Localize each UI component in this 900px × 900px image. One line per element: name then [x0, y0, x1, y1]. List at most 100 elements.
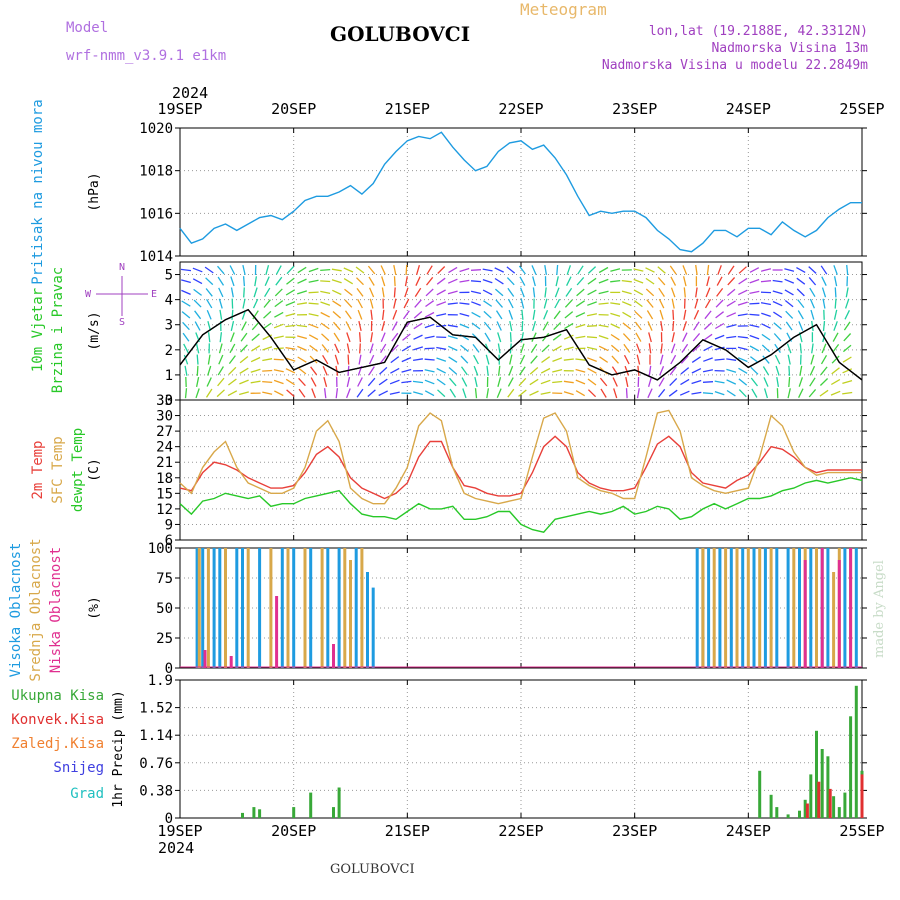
wind-arrow — [682, 276, 687, 287]
wind-arrow — [229, 332, 235, 343]
wind-arrow — [309, 355, 318, 364]
wind-arrow — [296, 324, 308, 328]
wind-arrow — [252, 310, 259, 320]
wind-arrow — [206, 298, 213, 309]
wind-arrow — [552, 357, 563, 363]
wind-arrow — [194, 310, 202, 320]
wind-arrow — [598, 278, 609, 284]
wind-arrow — [621, 279, 632, 283]
y-tick-label: 75 — [156, 571, 173, 587]
wind-arrow — [506, 266, 516, 274]
wind-arrow — [181, 279, 191, 284]
wind-arrow — [322, 354, 329, 365]
wind-arrow — [369, 298, 374, 309]
wind-arrow — [262, 391, 273, 395]
bar — [195, 548, 199, 668]
wind-arrow — [508, 365, 514, 376]
bar — [337, 787, 341, 818]
wind-arrow — [343, 267, 354, 273]
wind-arrow — [484, 332, 491, 342]
wind-arrow — [808, 266, 817, 274]
wind-arrow — [575, 358, 586, 361]
label-wind-2: Brzina i Pravac — [50, 267, 66, 393]
wind-arrow — [659, 309, 664, 320]
wind-arrow — [679, 390, 690, 396]
wind-arrow — [704, 310, 712, 320]
wind-arrow — [393, 276, 396, 287]
wind-arrow — [703, 333, 713, 341]
wind-arrow — [540, 391, 551, 395]
wind-arrow — [380, 332, 386, 343]
wind-arrow — [599, 356, 609, 363]
wind-arrow — [645, 277, 655, 285]
wind-arrow — [206, 377, 212, 387]
wind-arrow — [483, 310, 492, 319]
wind-arrow — [705, 287, 711, 298]
bar — [292, 807, 296, 818]
wind-arrow — [587, 289, 597, 296]
wind-arrow — [308, 267, 319, 273]
wind-arrow — [180, 268, 192, 272]
wind-arrow — [695, 264, 698, 276]
wind-arrow — [461, 377, 468, 387]
bar — [275, 596, 279, 668]
wind-arrow — [320, 311, 330, 318]
wind-arrow — [346, 343, 351, 354]
wind-arrow — [518, 377, 527, 387]
wind-arrow — [575, 379, 586, 385]
bar — [718, 548, 722, 668]
wind-arrow — [532, 309, 536, 320]
wind-arrow — [250, 380, 261, 384]
y-tick-label: 2 — [165, 343, 173, 359]
wind-arrow — [474, 376, 478, 388]
wind-arrow — [822, 320, 826, 332]
y-unit-label: (%) — [87, 596, 102, 619]
wind-arrow — [575, 323, 586, 329]
wind-arrow — [760, 280, 772, 283]
wind-arrow — [842, 344, 852, 353]
wind-arrow — [217, 377, 225, 387]
wind-arrow — [368, 366, 375, 376]
wind-arrow — [749, 313, 760, 316]
wind-arrow — [634, 321, 642, 331]
bar — [860, 774, 864, 818]
wind-arrow — [819, 389, 829, 397]
wind-arrow — [321, 333, 330, 342]
wind-arrow — [552, 333, 562, 341]
wind-arrow — [830, 390, 841, 396]
wind-arrow — [252, 298, 259, 309]
wind-arrow — [693, 309, 700, 320]
wind-arrow — [798, 377, 804, 387]
wind-arrow — [683, 287, 686, 298]
wind-arrow — [634, 300, 643, 308]
wind-arrow — [285, 368, 296, 374]
wind-arrow — [296, 302, 308, 306]
wind-arrow — [356, 288, 364, 297]
wind-arrow — [659, 365, 665, 376]
wind-arrow — [263, 299, 271, 308]
wind-arrow — [586, 346, 598, 351]
bar — [775, 548, 779, 668]
wind-arrow — [726, 312, 737, 318]
wind-arrow — [193, 299, 202, 308]
wind-arrow — [683, 309, 687, 320]
wind-arrow — [738, 389, 747, 398]
wind-arrow — [495, 299, 503, 308]
wind-arrow — [657, 277, 666, 286]
wind-arrow — [485, 343, 491, 354]
wind-arrow — [784, 289, 794, 296]
bar — [707, 548, 711, 668]
bar — [792, 548, 796, 668]
wind-arrow — [320, 301, 331, 306]
wind-arrow — [811, 320, 814, 332]
wind-arrow — [239, 379, 249, 385]
wind-arrow — [610, 279, 621, 283]
wind-arrow — [634, 310, 643, 319]
wind-arrow — [749, 302, 760, 305]
wind-arrow — [216, 389, 225, 398]
wind-arrow — [497, 377, 502, 387]
wind-arrow — [448, 367, 458, 375]
wind-arrow — [610, 323, 620, 329]
wind-arrow — [542, 321, 549, 331]
wind-arrow — [772, 300, 783, 307]
